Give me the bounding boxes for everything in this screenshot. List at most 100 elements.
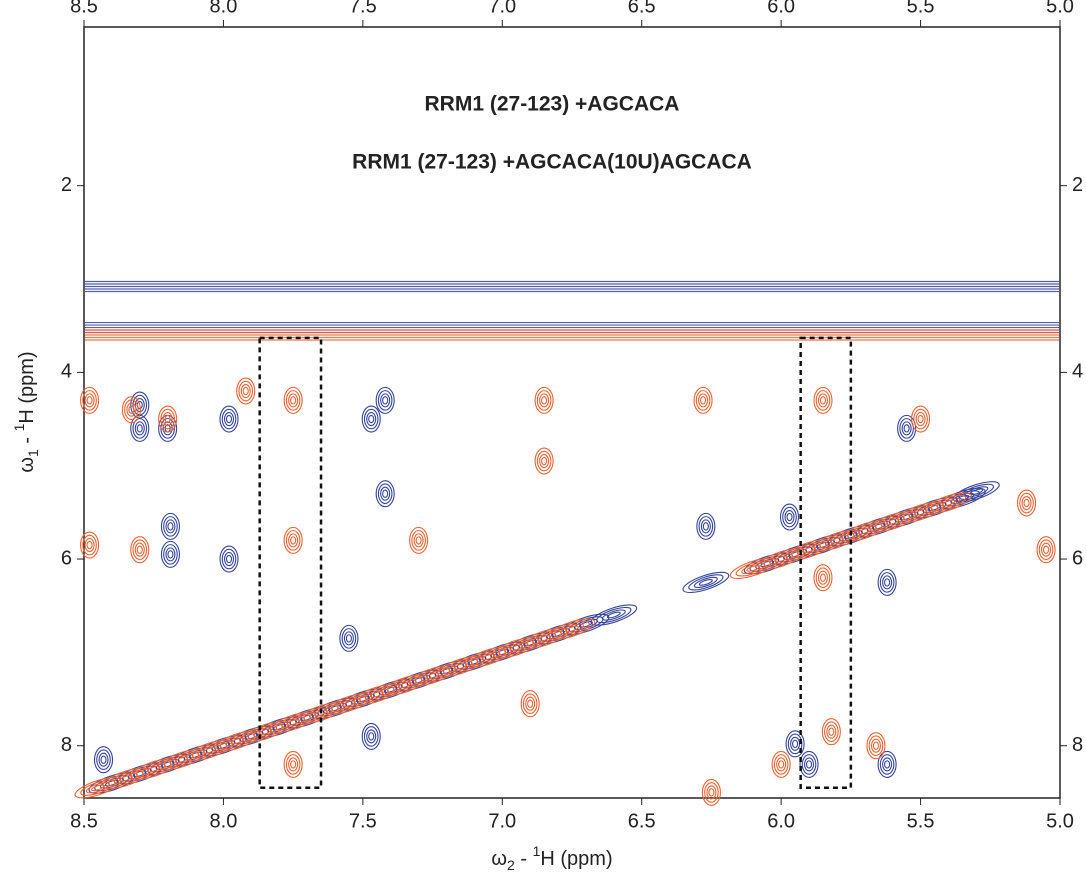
contour-peak — [225, 414, 233, 424]
contour-peak — [866, 732, 886, 760]
contour-peak — [163, 544, 178, 565]
contour-peak — [699, 396, 707, 405]
x-tick-label: 5.5 — [907, 810, 935, 832]
contour-peak — [548, 618, 596, 640]
contour-peak — [80, 386, 100, 414]
contour-peak — [769, 553, 794, 565]
contour-peak — [693, 576, 718, 588]
contour-peak — [537, 635, 552, 642]
contour-peak — [341, 628, 357, 649]
contour-peak — [877, 568, 897, 596]
x-label-part: ω — [491, 848, 507, 870]
x-tick-label: 8.0 — [210, 810, 238, 832]
contour-peak — [90, 784, 105, 792]
contour-peak — [132, 539, 148, 561]
y-label-part: 1 — [25, 449, 41, 457]
contour-peak — [829, 536, 844, 544]
contour-peak — [819, 396, 827, 405]
x-tick-label: 7.0 — [488, 810, 516, 832]
contour-peak — [359, 686, 395, 703]
contour-peak — [534, 623, 582, 645]
contour-peak — [191, 742, 228, 759]
contour-peak — [817, 393, 829, 408]
contour-peak — [375, 386, 395, 414]
x-label-part: H (ppm) — [540, 848, 612, 870]
contour-peak — [240, 383, 251, 399]
contour-peak — [165, 519, 176, 534]
contour-peak — [163, 516, 178, 537]
contour-peak — [355, 695, 370, 703]
contour-peak — [936, 497, 961, 509]
contour-peak — [941, 499, 956, 507]
contour-peak — [816, 541, 830, 549]
contour-peak — [526, 630, 562, 647]
contour-peak — [132, 418, 148, 439]
contour-peak — [420, 670, 445, 682]
contour-peak — [927, 504, 942, 512]
contour-peak — [225, 735, 250, 747]
contour-peak — [221, 408, 237, 430]
contour-peak — [423, 660, 470, 682]
contour-peak — [382, 396, 389, 405]
contour-peak — [80, 531, 100, 559]
contour-peak — [130, 391, 150, 419]
contour-peak — [409, 665, 456, 687]
contour-peak — [134, 542, 145, 557]
contour-peak — [102, 767, 150, 790]
contour-peak — [696, 512, 716, 540]
x-tick-label: 7.5 — [349, 810, 377, 832]
contour-peak — [74, 777, 122, 799]
contour-peak — [901, 421, 912, 436]
contour-peak — [819, 532, 855, 549]
contour-peak — [258, 728, 273, 736]
contour-peak — [132, 770, 147, 778]
contour-peak — [86, 396, 93, 405]
contour-peak — [476, 651, 501, 663]
contour-peak — [498, 639, 534, 656]
contour-peak — [167, 522, 174, 531]
contour-peak — [698, 516, 714, 537]
contour-peak — [771, 543, 819, 566]
contour-peak — [136, 545, 143, 554]
y-tick-label: 2 — [61, 174, 72, 196]
contour-peak — [805, 760, 813, 769]
contour-peak — [779, 503, 800, 531]
contour-peak — [134, 397, 145, 413]
contour-peak — [163, 751, 200, 768]
contour-peak — [377, 390, 393, 411]
contour-peak — [908, 506, 933, 518]
contour-peak — [392, 679, 417, 691]
contour-peak — [216, 742, 231, 750]
y-tick-label: 6 — [61, 547, 72, 569]
contour-peak — [369, 691, 384, 698]
contour-peak — [520, 690, 540, 718]
x-tick-label: 6.0 — [767, 810, 795, 832]
contour-peak — [113, 772, 138, 784]
contour-peak — [539, 393, 550, 408]
x-axis-label: ω2 - 1H (ppm) — [491, 843, 612, 873]
x-tick-label: 7.5 — [349, 0, 377, 17]
y-tick-label: 4 — [1072, 361, 1083, 383]
contour-peak — [551, 630, 566, 638]
x-label-part: - — [515, 848, 533, 870]
contour-peak — [1021, 495, 1032, 511]
contour-peak — [495, 649, 510, 656]
contour-peak — [300, 714, 315, 722]
contour-peak — [523, 639, 538, 647]
contour-peak — [782, 506, 797, 528]
contour-peak — [230, 737, 245, 745]
contour-peak — [877, 750, 897, 778]
contour-peak — [880, 516, 905, 528]
contour-peak — [290, 760, 297, 769]
contour-peak — [85, 782, 110, 794]
x-tick-label: 6.5 — [628, 810, 656, 832]
contour-peak — [702, 522, 709, 531]
contour-peak — [1038, 539, 1054, 561]
contour-peak — [448, 660, 473, 672]
contour-peak — [425, 672, 440, 680]
y-tick-label: 2 — [1072, 174, 1083, 196]
contour-peak — [813, 529, 861, 552]
contour-peak — [328, 705, 342, 712]
contour-peak — [146, 765, 161, 773]
contour-peak — [1016, 489, 1037, 517]
